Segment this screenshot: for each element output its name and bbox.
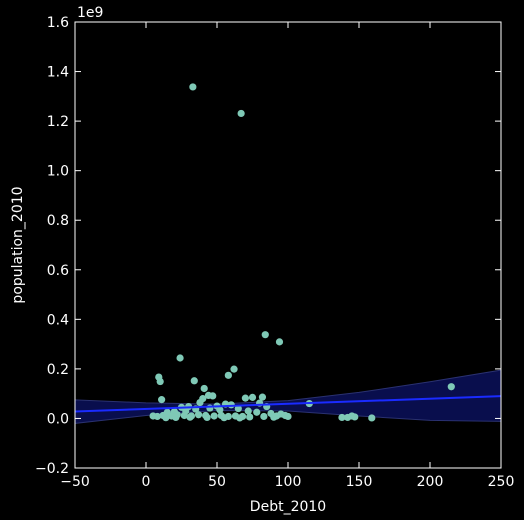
data-point bbox=[158, 396, 166, 404]
y-axis-label: population_2010 bbox=[10, 186, 26, 303]
data-point bbox=[244, 407, 252, 415]
data-point bbox=[206, 404, 214, 412]
x-tick-label: 50 bbox=[208, 474, 226, 490]
y-axis-ticks: −0.2 0.0 0.2 0.4 0.6 0.8 1.0 1.2 1.4 1.6 bbox=[35, 15, 501, 477]
y-tick-label: 1.2 bbox=[47, 114, 69, 130]
data-point bbox=[338, 413, 346, 422]
x-tick-label: 0 bbox=[142, 474, 151, 490]
data-point bbox=[190, 377, 198, 385]
y-tick-label: 0.0 bbox=[47, 411, 69, 427]
data-point bbox=[447, 383, 455, 391]
data-point bbox=[230, 365, 238, 373]
data-point bbox=[186, 413, 194, 421]
data-point bbox=[172, 413, 180, 422]
x-axis-ticks: −50 0 50 100 150 200 250 bbox=[60, 22, 514, 490]
data-point bbox=[162, 414, 170, 422]
x-tick-label: 150 bbox=[346, 474, 373, 490]
data-point bbox=[156, 377, 164, 386]
regression-line bbox=[74, 395, 502, 413]
data-point bbox=[273, 412, 281, 420]
data-point bbox=[153, 412, 161, 421]
data-point bbox=[351, 413, 359, 421]
x-tick-label: −50 bbox=[60, 474, 90, 490]
data-point bbox=[275, 338, 284, 346]
data-point bbox=[234, 404, 242, 413]
data-point bbox=[209, 392, 217, 400]
x-tick-label: 100 bbox=[275, 474, 302, 490]
data-point bbox=[284, 412, 292, 421]
y-tick-label: 0.6 bbox=[47, 263, 69, 279]
data-point bbox=[189, 83, 197, 91]
data-point bbox=[176, 354, 184, 362]
data-point bbox=[253, 408, 261, 416]
data-point bbox=[216, 406, 224, 414]
data-point bbox=[258, 393, 267, 401]
data-point bbox=[248, 393, 257, 401]
data-point bbox=[194, 411, 203, 419]
data-point bbox=[236, 414, 244, 422]
x-tick-label: 250 bbox=[488, 474, 515, 490]
y-tick-label: 0.4 bbox=[47, 312, 69, 328]
y-tick-label: 0.8 bbox=[47, 213, 69, 229]
data-point bbox=[368, 414, 376, 422]
x-tick-label: 200 bbox=[417, 474, 444, 490]
data-point bbox=[210, 412, 218, 420]
data-point bbox=[180, 411, 188, 420]
data-point bbox=[224, 371, 232, 379]
y-tick-label: 1.0 bbox=[47, 164, 69, 180]
x-axis-label: Debt_2010 bbox=[250, 499, 326, 515]
data-point bbox=[196, 398, 204, 407]
y-tick-label: −0.2 bbox=[35, 461, 69, 477]
data-point bbox=[261, 331, 269, 339]
data-point bbox=[200, 384, 208, 393]
data-point bbox=[220, 414, 228, 422]
y-tick-label: 1.4 bbox=[47, 65, 69, 81]
data-point bbox=[246, 413, 254, 421]
regression-line-layer bbox=[74, 395, 502, 413]
y-tick-label: 0.2 bbox=[47, 362, 69, 378]
data-point bbox=[237, 109, 245, 118]
data-point bbox=[260, 412, 268, 421]
data-point bbox=[203, 413, 211, 422]
y-axis-offset-label: 1e9 bbox=[77, 5, 103, 21]
y-tick-label: 1.6 bbox=[47, 15, 69, 31]
data-point bbox=[241, 394, 249, 402]
